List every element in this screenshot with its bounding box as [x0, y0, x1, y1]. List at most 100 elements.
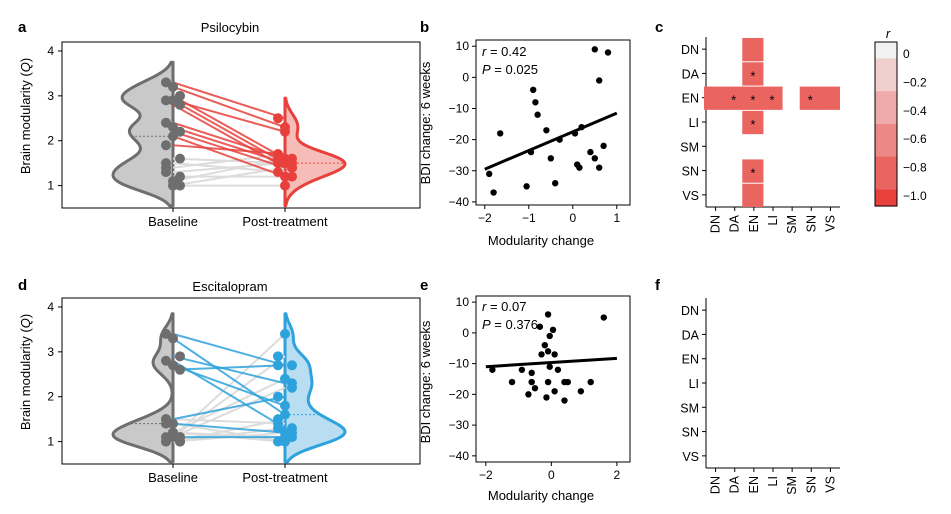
- panel-a-baseline-point: [161, 95, 171, 106]
- panel-f-col-label: SN: [804, 476, 818, 493]
- panel-e-ytick-label: 0: [462, 326, 469, 340]
- panel-a-post-point: [287, 171, 297, 182]
- panel-e-point: [587, 378, 594, 386]
- colorbar-label: r: [886, 26, 891, 41]
- panel-f-connectivity-heatmap: DN DA EN LI SM SN VS DN DA EN LI SM SN VS: [680, 298, 840, 495]
- colorbar-segment: [875, 140, 897, 146]
- panel-a-ytick-label: 3: [47, 89, 54, 103]
- panel-e-point: [549, 326, 557, 334]
- panel-b-xlabel: Modularity change: [488, 233, 594, 248]
- panel-a-ylabel: Brain modularity (Q): [18, 58, 33, 174]
- panel-c-cell: [799, 86, 821, 110]
- panel-e-point: [536, 323, 544, 330]
- panel-b-point: [604, 49, 612, 56]
- panel-a-post-point: [273, 167, 283, 178]
- panel-e-point: [543, 394, 550, 401]
- panel-e-ytick-label: −40: [449, 449, 470, 463]
- panel-c-row-label: SN: [682, 165, 699, 179]
- panel-a-pair-line-sig: [172, 99, 286, 133]
- colorbar-segment: [875, 66, 897, 72]
- panel-a-baseline-point: [161, 167, 171, 178]
- panel-b-ytick-label: −10: [449, 101, 470, 115]
- panel-d-post-point: [280, 373, 290, 384]
- panel-c-col-label: LI: [766, 215, 780, 225]
- panel-d-pair-line-sig: [172, 332, 286, 367]
- panel-b-xtick-label: 1: [613, 211, 620, 225]
- panel-d-post-point: [273, 391, 283, 402]
- panel-b-point: [587, 148, 594, 156]
- panel-d-baseline-point: [175, 364, 185, 375]
- panel-a-xtick-label: Baseline: [148, 214, 198, 229]
- panel-f-col-label: DN: [709, 476, 723, 494]
- panel-c-row-label: LI: [689, 116, 699, 130]
- panel-a-baseline-point: [161, 158, 171, 169]
- panel-e-point: [600, 314, 607, 321]
- panel-f-col-label: LI: [766, 476, 780, 486]
- panel-b-xtick-label: 0: [569, 211, 576, 225]
- panel-e-fit-line: [485, 356, 617, 369]
- panel-e-r-stat: r = 0.07: [482, 299, 526, 314]
- colorbar-segment: [875, 91, 897, 96]
- panel-a-post-point: [280, 126, 290, 137]
- panel-d-title: Escitalopram: [192, 279, 267, 294]
- panel-b-point: [530, 86, 537, 94]
- panel-e-point: [564, 378, 571, 386]
- panel-a-pair-line-sig: [172, 144, 286, 156]
- colorbar-segment: [875, 83, 897, 88]
- panel-b-r-stat: r = 0.42: [482, 44, 526, 59]
- panel-f-row-label: EN: [682, 353, 699, 367]
- panel-letter-b: b: [420, 19, 429, 36]
- colorbar-segment: [875, 124, 897, 129]
- colorbar-segment: [875, 99, 897, 105]
- panel-e-xtick-label: −2: [479, 468, 493, 482]
- panel-d-post-point: [280, 328, 290, 339]
- panel-d-pair-line: [172, 422, 286, 443]
- panel-d-pair-line-sig: [172, 364, 286, 371]
- colorbar-segment: [875, 42, 897, 47]
- panel-c-col-label: VS: [823, 215, 837, 232]
- colorbar-segment: [875, 201, 897, 207]
- panel-f-col-label: SM: [785, 476, 799, 495]
- colorbar-tick-label: −0.4: [903, 104, 927, 118]
- panel-e-xtick-label: 0: [548, 468, 555, 482]
- panel-e-xtick-label: 2: [614, 468, 621, 482]
- panel-d-xtick-label: Baseline: [148, 470, 198, 485]
- panel-b-ylabel: BDI change: 6 weeks: [418, 61, 433, 184]
- panel-b-ytick-label: −20: [449, 133, 470, 147]
- panel-b-fit-line: [484, 111, 618, 171]
- panel-e-point: [546, 363, 553, 370]
- panel-e-point: [518, 366, 526, 373]
- panel-d-post-point: [287, 360, 297, 371]
- panel-b-xtick-label: −2: [478, 211, 492, 225]
- panel-b-plot-frame: [475, 39, 631, 206]
- panel-c-sig-star: *: [750, 68, 755, 83]
- panel-d-baseline-point: [168, 333, 178, 344]
- panel-b-point: [547, 155, 554, 162]
- panel-c-sig-star: *: [731, 93, 736, 108]
- panel-e-point: [544, 348, 552, 355]
- colorbar-segment: [875, 115, 897, 121]
- panel-e-point: [528, 369, 535, 377]
- panel-f-col-label: DA: [728, 475, 742, 493]
- panel-a-baseline-violin: [111, 60, 175, 208]
- panel-e-point: [551, 388, 558, 395]
- panel-f-row-label: SN: [682, 426, 699, 440]
- panel-b-point: [591, 46, 598, 53]
- colorbar-segment: [875, 87, 897, 92]
- panel-c-cell: [723, 86, 745, 110]
- colorbar-segment: [875, 136, 897, 141]
- panel-c-cell: [761, 86, 783, 110]
- panel-d-post-point: [273, 414, 283, 425]
- panel-e-point: [541, 341, 549, 349]
- panel-d-pair-line-sig: [172, 395, 286, 421]
- panel-a-baseline-point: [161, 140, 171, 151]
- panel-f-col-label: EN: [747, 476, 761, 493]
- panel-a-baseline-point: [175, 180, 185, 191]
- panel-c-row-label: EN: [682, 92, 699, 106]
- panel-a-ytick-label: 4: [47, 44, 54, 58]
- panel-b-point: [523, 183, 530, 190]
- panel-e-point: [489, 366, 496, 373]
- colorbar-segment: [875, 177, 897, 182]
- panel-c-connectivity-heatmap: DN DA EN LI SM SN VS DN DA EN LI SM SN VS * * * * * * *: [680, 37, 840, 234]
- colorbar-segment: [875, 148, 897, 154]
